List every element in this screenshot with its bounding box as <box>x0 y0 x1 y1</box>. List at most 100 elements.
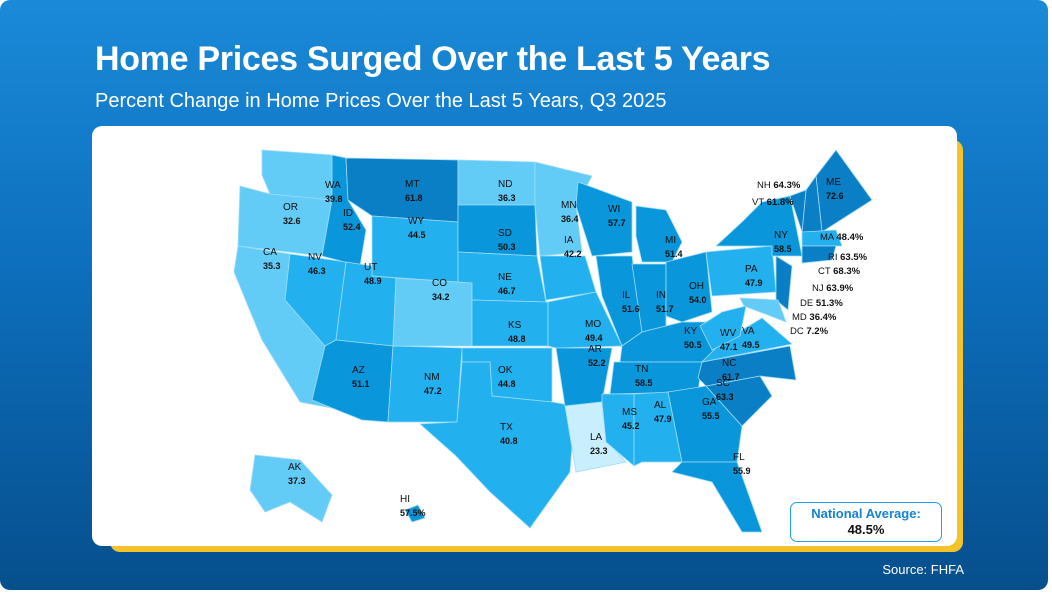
state-value-wv: 47.1 <box>720 342 738 352</box>
state-wi <box>575 181 633 257</box>
page-title: Home Prices Surged Over the Last 5 Years <box>95 40 771 78</box>
state-callout-ri: RI 63.5% <box>828 252 868 263</box>
state-label-id: ID <box>343 208 353 219</box>
state-value-la: 23.3 <box>590 446 608 456</box>
state-value-ga: 55.5 <box>702 411 720 421</box>
state-label-nm: NM <box>424 372 440 383</box>
national-average-value: 48.5% <box>847 522 885 537</box>
state-nm <box>387 345 463 423</box>
state-label-ia: IA <box>564 235 574 246</box>
state-label-co: CO <box>432 278 447 289</box>
state-ma <box>801 229 843 247</box>
state-callout-md: MD 36.4% <box>792 312 837 323</box>
state-value-va: 49.5 <box>742 340 760 350</box>
state-label-or: OR <box>283 202 298 213</box>
state-callout-dc: DC 7.2% <box>790 326 829 337</box>
state-ct <box>801 245 837 264</box>
state-callout-vt: VT 61.8% <box>752 197 794 208</box>
state-callout-ma: MA 48.4% <box>820 232 864 243</box>
state-value-ms: 45.2 <box>622 421 640 431</box>
state-value-nd: 36.3 <box>498 193 516 203</box>
state-value-al: 47.9 <box>654 414 672 424</box>
state-value-mt: 61.8 <box>405 193 423 203</box>
state-value-wa: 39.8 <box>325 194 343 204</box>
state-label-tx: TX <box>500 422 513 433</box>
state-value-ky: 50.5 <box>684 340 702 350</box>
page-subtitle: Percent Change in Home Prices Over the L… <box>95 90 667 112</box>
state-label-nd: ND <box>498 179 512 190</box>
state-label-ny: NY <box>774 230 788 241</box>
state-md <box>739 297 787 323</box>
state-label-me: ME <box>826 177 841 188</box>
state-nj <box>775 255 793 311</box>
state-value-fl: 55.9 <box>733 466 751 476</box>
state-value-ne: 46.7 <box>498 286 516 296</box>
state-value-co: 34.2 <box>432 292 450 302</box>
state-wa <box>261 149 333 201</box>
state-label-pa: PA <box>745 264 758 275</box>
state-label-mt: MT <box>405 179 419 190</box>
state-value-nv: 46.3 <box>308 266 326 276</box>
state-label-ca: CA <box>263 247 277 258</box>
state-label-ky: KY <box>684 326 698 337</box>
state-value-ny: 58.5 <box>774 244 792 254</box>
national-average-label: National Average: <box>811 506 921 521</box>
state-value-ia: 42.2 <box>564 249 582 259</box>
state-label-az: AZ <box>352 365 365 376</box>
state-ga <box>667 385 743 463</box>
state-value-nc: 61.7 <box>722 372 740 382</box>
state-label-in: IN <box>656 290 666 301</box>
state-label-nv: NV <box>308 252 322 263</box>
state-label-wi: WI <box>608 204 620 215</box>
state-value-il: 51.6 <box>622 304 640 314</box>
state-value-in: 51.7 <box>656 304 674 314</box>
state-value-hi: 57.5% <box>400 508 426 518</box>
state-ak <box>249 454 333 523</box>
state-al <box>633 391 683 467</box>
state-value-mn: 36.4 <box>561 214 579 224</box>
state-label-al: AL <box>654 400 667 411</box>
state-value-sc: 63.3 <box>716 392 734 402</box>
state-label-tn: TN <box>635 364 648 375</box>
state-value-mo: 49.4 <box>585 333 603 343</box>
state-nd <box>457 159 536 206</box>
state-value-ca: 35.3 <box>263 261 281 271</box>
state-label-mo: MO <box>585 319 601 330</box>
state-fl <box>671 461 763 533</box>
state-value-ar: 52.2 <box>588 358 606 368</box>
state-label-wv: WV <box>720 328 736 339</box>
state-value-ut: 48.9 <box>364 276 382 286</box>
state-value-tx: 40.8 <box>500 436 518 446</box>
state-label-ok: OK <box>498 365 513 376</box>
state-pa <box>705 245 777 297</box>
state-value-wi: 57.7 <box>608 218 626 228</box>
state-value-mi: 51.4 <box>665 249 683 259</box>
state-value-ok: 44.8 <box>498 379 516 389</box>
state-value-ks: 48.8 <box>508 334 526 344</box>
state-label-il: IL <box>622 290 631 301</box>
state-value-sd: 50.3 <box>498 242 516 252</box>
state-callout-ct: CT 68.3% <box>818 266 861 277</box>
state-callout-de: DE 51.3% <box>800 298 843 309</box>
state-label-ks: KS <box>508 320 522 331</box>
state-callout-nh: NH 64.3% <box>757 180 801 191</box>
state-label-wa: WA <box>325 180 341 191</box>
state-tx <box>419 361 576 529</box>
state-value-me: 72.6 <box>826 191 844 201</box>
state-label-wy: WY <box>408 216 424 227</box>
state-label-sc: SC <box>716 378 730 389</box>
state-label-mn: MN <box>561 200 577 211</box>
state-value-pa: 47.9 <box>745 278 763 288</box>
national-average-box: National Average: 48.5% <box>790 502 942 542</box>
state-label-ne: NE <box>498 272 512 283</box>
state-value-tn: 58.5 <box>635 378 653 388</box>
state-value-oh: 54.0 <box>689 295 707 305</box>
state-label-oh: OH <box>689 281 704 292</box>
state-me <box>815 149 873 233</box>
state-oh <box>665 251 713 323</box>
state-value-ak: 37.3 <box>288 476 306 486</box>
state-label-fl: FL <box>733 452 745 463</box>
state-value-nm: 47.2 <box>424 386 442 396</box>
state-value-or: 32.6 <box>283 216 301 226</box>
